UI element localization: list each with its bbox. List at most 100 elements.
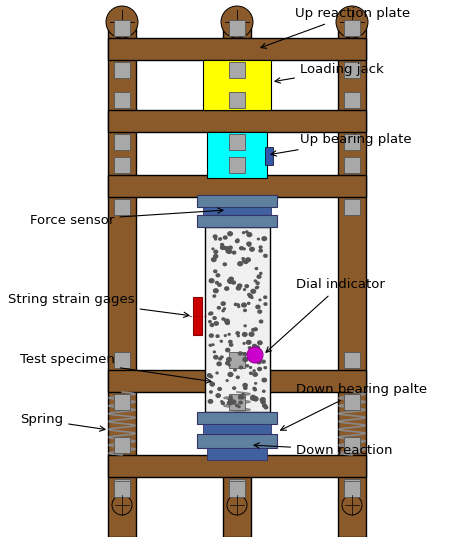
Ellipse shape	[221, 302, 225, 306]
Bar	[344, 199, 360, 215]
Ellipse shape	[226, 249, 231, 253]
Ellipse shape	[251, 297, 253, 299]
Ellipse shape	[212, 248, 214, 250]
Ellipse shape	[242, 393, 244, 395]
Ellipse shape	[249, 367, 252, 368]
Bar	[344, 62, 360, 78]
Ellipse shape	[218, 284, 221, 286]
Ellipse shape	[263, 390, 265, 392]
Ellipse shape	[257, 360, 261, 364]
Ellipse shape	[213, 317, 216, 320]
Bar	[108, 38, 366, 60]
Bar	[197, 434, 277, 448]
Ellipse shape	[210, 324, 214, 326]
Ellipse shape	[209, 321, 211, 323]
Ellipse shape	[256, 282, 259, 285]
Bar	[229, 394, 245, 410]
Bar	[344, 352, 360, 368]
Ellipse shape	[209, 313, 210, 315]
Ellipse shape	[237, 239, 239, 241]
Ellipse shape	[213, 295, 216, 297]
Ellipse shape	[238, 262, 243, 266]
Ellipse shape	[212, 344, 214, 345]
Ellipse shape	[223, 308, 226, 309]
Bar	[344, 481, 360, 497]
Ellipse shape	[210, 383, 214, 386]
Bar	[344, 479, 360, 495]
Text: Test specimen: Test specimen	[20, 353, 211, 383]
Bar	[344, 134, 360, 150]
Ellipse shape	[221, 243, 223, 246]
Ellipse shape	[239, 366, 243, 369]
Ellipse shape	[236, 332, 239, 335]
Ellipse shape	[236, 404, 238, 407]
Ellipse shape	[228, 246, 232, 249]
Bar	[114, 479, 130, 495]
Ellipse shape	[246, 258, 250, 262]
Ellipse shape	[236, 240, 239, 243]
Bar	[108, 175, 366, 197]
Bar	[338, 18, 366, 537]
Ellipse shape	[237, 376, 239, 379]
Bar	[207, 448, 267, 460]
Ellipse shape	[214, 322, 219, 325]
Bar	[223, 18, 251, 537]
Ellipse shape	[231, 400, 236, 404]
Ellipse shape	[239, 395, 243, 398]
Text: String strain gages: String strain gages	[8, 294, 189, 317]
Bar	[203, 424, 271, 434]
Ellipse shape	[214, 355, 218, 359]
Ellipse shape	[229, 344, 233, 346]
Ellipse shape	[210, 391, 212, 393]
Ellipse shape	[216, 372, 218, 374]
Ellipse shape	[226, 361, 229, 365]
Ellipse shape	[240, 246, 243, 250]
Ellipse shape	[221, 401, 223, 402]
Ellipse shape	[228, 232, 232, 236]
Ellipse shape	[216, 335, 219, 337]
Circle shape	[247, 347, 263, 363]
Bar	[114, 437, 130, 453]
Ellipse shape	[253, 344, 256, 347]
Ellipse shape	[253, 387, 256, 390]
Bar	[229, 481, 245, 497]
Circle shape	[221, 6, 253, 38]
Ellipse shape	[235, 303, 237, 306]
Bar	[108, 455, 366, 477]
Bar	[229, 352, 245, 368]
Ellipse shape	[257, 238, 259, 240]
Bar	[108, 370, 366, 392]
Ellipse shape	[229, 277, 233, 281]
Ellipse shape	[224, 246, 228, 250]
Bar	[114, 62, 130, 78]
Ellipse shape	[260, 272, 262, 274]
Text: Down reaction: Down reaction	[254, 443, 392, 456]
Ellipse shape	[261, 400, 265, 404]
Ellipse shape	[256, 286, 259, 288]
Ellipse shape	[226, 380, 228, 381]
Ellipse shape	[210, 375, 212, 378]
Ellipse shape	[219, 238, 221, 240]
Bar	[344, 20, 360, 36]
Bar	[114, 157, 130, 173]
Ellipse shape	[228, 279, 231, 282]
Ellipse shape	[242, 258, 244, 259]
Ellipse shape	[220, 356, 223, 358]
Ellipse shape	[258, 310, 262, 313]
Ellipse shape	[247, 242, 251, 245]
Ellipse shape	[220, 245, 225, 249]
Circle shape	[227, 495, 247, 515]
Ellipse shape	[214, 270, 217, 273]
Text: Loading jack: Loading jack	[275, 63, 384, 83]
Ellipse shape	[223, 236, 227, 239]
Ellipse shape	[238, 306, 240, 308]
Ellipse shape	[264, 367, 266, 369]
Ellipse shape	[262, 237, 266, 241]
Ellipse shape	[259, 342, 262, 344]
Ellipse shape	[228, 401, 232, 405]
Ellipse shape	[237, 284, 242, 287]
Ellipse shape	[234, 369, 236, 371]
Text: Up reaction plate: Up reaction plate	[261, 8, 410, 48]
Text: Force sensor: Force sensor	[30, 208, 223, 227]
Ellipse shape	[264, 255, 267, 257]
